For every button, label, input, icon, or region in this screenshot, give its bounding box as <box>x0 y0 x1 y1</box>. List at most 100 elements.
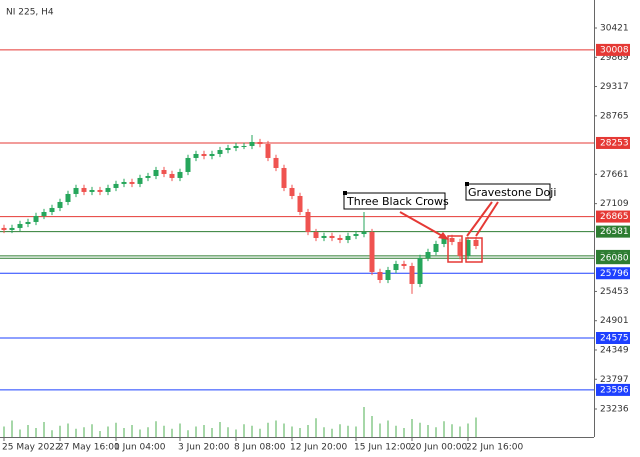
level-label: 24575 <box>600 333 629 343</box>
candle-body <box>105 187 111 192</box>
candle-body <box>169 173 175 178</box>
candle-body <box>241 145 247 147</box>
level-label: 25796 <box>600 269 629 279</box>
candle-body <box>89 189 95 192</box>
candle-body <box>49 207 55 213</box>
annotation-text: Gravestone Doji <box>468 186 556 199</box>
anchor <box>343 191 347 195</box>
candle-body <box>257 142 263 145</box>
candle-body <box>145 175 151 178</box>
highlight-box <box>447 235 463 263</box>
candle-body <box>249 142 255 146</box>
arrow-head <box>438 232 449 240</box>
y-tick-label: 23236 <box>600 405 629 415</box>
candle-body <box>113 183 119 188</box>
x-tick-label: 20 Jun 00:00 <box>410 443 467 453</box>
candle-body <box>193 153 199 158</box>
level-label: 26581 <box>600 227 629 237</box>
level-label-bg <box>596 267 630 280</box>
candle-body <box>353 234 359 236</box>
candle-body <box>217 150 223 154</box>
candle-body <box>209 153 215 157</box>
y-tick-label: 27661 <box>600 170 629 180</box>
candle-body <box>161 170 167 174</box>
candle-body <box>385 270 391 280</box>
candle-body <box>177 171 183 178</box>
candle-body <box>273 157 279 168</box>
candle-body <box>57 201 63 208</box>
candle-body <box>433 243 439 252</box>
y-tick-label: 24901 <box>600 316 629 326</box>
annotation-box <box>343 192 446 210</box>
y-tick-label: 25453 <box>600 287 629 297</box>
y-tick-label: 29317 <box>600 82 629 92</box>
level-label-bg <box>596 225 630 238</box>
candle-body <box>137 177 143 184</box>
level-label-bg <box>596 383 630 396</box>
arrow <box>475 201 499 237</box>
candle-body <box>393 263 399 271</box>
x-tick-label: 12 Jun 20:00 <box>290 443 347 453</box>
candle-body <box>9 227 15 230</box>
candle-body <box>345 235 351 241</box>
y-tick-label: 27109 <box>600 199 629 209</box>
candle-body <box>281 167 287 188</box>
candle-body <box>65 193 71 202</box>
level-label-bg <box>596 252 630 265</box>
candle-body <box>265 144 271 158</box>
candle-body <box>185 157 191 172</box>
candle-body <box>401 263 407 266</box>
candle-body <box>153 170 159 176</box>
anchor <box>465 182 469 186</box>
y-tick-label: 24349 <box>600 345 629 355</box>
candle-body <box>201 153 207 157</box>
y-tick-label: 30421 <box>600 23 629 33</box>
candle-body <box>337 237 343 241</box>
x-tick-label: 25 May 2022 <box>2 443 61 453</box>
candle-body <box>129 181 135 184</box>
x-tick-label: 3 Jun 20:00 <box>178 443 230 453</box>
candle-body <box>377 271 383 280</box>
arrow <box>399 211 447 239</box>
candle-body <box>417 257 423 284</box>
candle-body <box>81 187 87 192</box>
plot: 30421 29869 29317 28765 27661 27109 25453 24901… <box>0 23 630 453</box>
y-tick-label: 23797 <box>600 375 629 385</box>
candle-body <box>305 212 311 232</box>
level-label: 28253 <box>600 138 629 148</box>
level-label: 26080 <box>600 254 629 264</box>
candle-body <box>33 215 39 222</box>
candle-body <box>361 231 367 235</box>
arrow <box>466 201 493 237</box>
x-tick-label: 15 Jun 12:00 <box>354 443 411 453</box>
level-label-bg <box>596 210 630 223</box>
candle-body <box>233 145 239 148</box>
level-label: 26865 <box>600 212 629 222</box>
candle-body <box>289 187 295 196</box>
annotation-box <box>465 183 551 201</box>
candle-body <box>449 237 455 242</box>
candle-body <box>97 189 103 192</box>
level-label: 30008 <box>600 45 629 55</box>
candle-body <box>457 241 463 257</box>
candle-body <box>473 240 479 246</box>
candle-body <box>1 227 7 230</box>
level-label-bg <box>596 43 630 56</box>
candle-body <box>17 223 23 228</box>
candle-body <box>25 221 31 224</box>
y-tick-label: 29869 <box>600 53 629 63</box>
x-tick-label: 1 Jun 04:00 <box>114 443 166 453</box>
annotation-three-black-crows: Three Black Crows <box>343 191 463 263</box>
candle-body <box>73 187 79 194</box>
level-label: 23596 <box>600 385 629 395</box>
candle-body <box>465 240 471 257</box>
level-label-bg <box>596 331 630 344</box>
candle-body <box>329 235 335 238</box>
candle-body <box>321 235 327 238</box>
candle-body <box>313 231 319 238</box>
y-tick-label: 28765 <box>600 111 629 121</box>
candle-body <box>41 212 47 216</box>
candle-body <box>297 195 303 213</box>
